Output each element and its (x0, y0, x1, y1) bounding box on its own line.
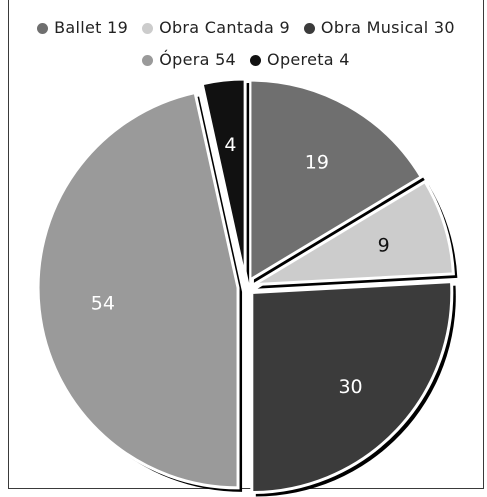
chart-legend: Ballet 19 Obra Cantada 9 Obra Musical 30… (8, 18, 484, 70)
legend-dot-opera (142, 54, 154, 66)
pie-slice-obra-musical (250, 280, 454, 495)
legend-dot-obra-cantada (142, 22, 154, 34)
data-label-opereta: 4 (224, 134, 236, 156)
pie-slice-opera (36, 90, 240, 490)
pie-slice-obra-cantada (252, 179, 455, 287)
legend-item-ballet: Ballet 19 (37, 18, 128, 38)
pie-slice-opereta (200, 77, 247, 280)
legend-item-obra-musical: Obra Musical 30 (303, 18, 455, 38)
legend-item-obra-cantada: Obra Cantada 9 (142, 18, 290, 38)
legend-label-obra-musical: Obra Musical 30 (320, 18, 455, 37)
data-label-obra-cantada: 9 (378, 235, 390, 257)
data-label-obra-musical: 30 (338, 376, 362, 398)
legend-label-ballet: Ballet 19 (54, 18, 129, 37)
legend-label-opera: Ópera 54 (159, 50, 237, 69)
pie-slice-ballet (248, 78, 424, 283)
legend-label-opereta: Opereta 4 (267, 50, 350, 69)
legend-dot-ballet (37, 22, 49, 34)
legend-dot-opereta (250, 54, 262, 66)
legend-item-opera: Ópera 54 (142, 50, 236, 70)
legend-label-obra-cantada: Obra Cantada 9 (159, 18, 290, 37)
data-label-opera: 54 (91, 293, 115, 315)
legend-item-opereta: Opereta 4 (250, 50, 350, 70)
data-label-ballet: 19 (305, 152, 329, 174)
legend-dot-obra-musical (303, 22, 315, 34)
